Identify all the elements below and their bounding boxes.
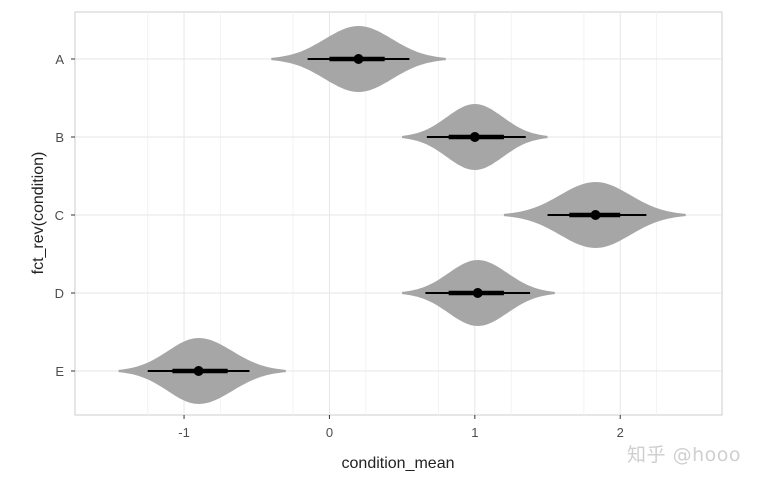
violins — [118, 26, 686, 404]
y-tick-label: A — [55, 52, 64, 67]
point-estimate-D — [472, 288, 483, 298]
watermark: 知乎 @hooo — [627, 444, 741, 466]
x-tick-label: -1 — [178, 425, 190, 440]
y-tick-label: C — [55, 208, 64, 223]
x-tick-label: 2 — [617, 425, 624, 440]
point-estimate-C — [590, 210, 601, 220]
point-estimate-B — [469, 132, 480, 142]
y-tick-label: E — [55, 364, 64, 379]
x-tick-label: 0 — [326, 425, 333, 440]
y-tick-label: D — [55, 286, 64, 301]
point-estimate-E — [193, 366, 204, 376]
x-tick-label: 1 — [471, 425, 478, 440]
point-estimate-A — [353, 54, 364, 64]
x-tick-labels: -1 0 1 2 — [178, 415, 624, 440]
y-axis-title: fct_rev(condition) — [30, 152, 47, 275]
y-tick-label: B — [55, 130, 64, 145]
x-axis-title: condition_mean — [342, 455, 455, 472]
y-tick-labels: A B C D E — [55, 52, 75, 379]
